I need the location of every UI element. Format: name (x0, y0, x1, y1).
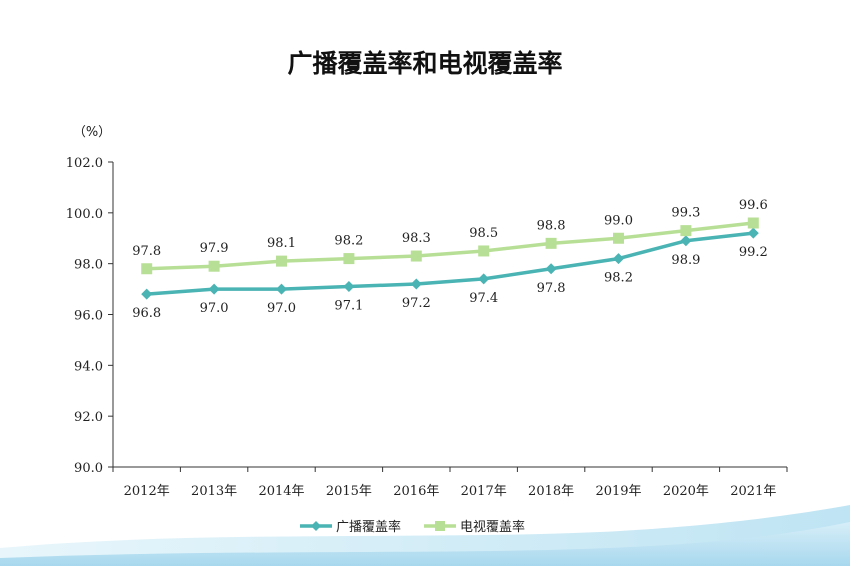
y-tick-label: 102.0 (66, 156, 103, 171)
y-tick-label: 94.0 (74, 359, 103, 374)
data-point-diamond (747, 227, 759, 239)
legend-label: 广播覆盖率 (336, 519, 401, 535)
data-point-square (478, 245, 490, 257)
data-label: 97.1 (334, 299, 363, 314)
data-point-diamond (141, 288, 153, 300)
legend: 广播覆盖率 电视覆盖率 (300, 519, 525, 535)
axes: 90.0 92.0 94.0 96.0 98.0 100.0 102.0 2012年 2013年… (66, 156, 788, 499)
data-point-square (545, 237, 557, 249)
y-tick-label: 96.0 (74, 309, 103, 324)
y-axis-unit: （%） (73, 125, 111, 140)
data-label: 97.2 (402, 296, 431, 311)
series-line-1 (144, 221, 756, 271)
data-label: 99.2 (739, 245, 768, 260)
legend-marker-diamond (311, 521, 321, 531)
data-point-diamond (478, 273, 490, 285)
data-label: 99.6 (739, 198, 768, 213)
data-label: 98.1 (267, 236, 296, 251)
series-line-0 (144, 231, 756, 296)
data-label: 97.0 (200, 301, 229, 316)
data-label: 98.8 (537, 218, 566, 233)
y-tick-label: 100.0 (66, 207, 103, 222)
data-point-square (680, 225, 692, 237)
y-tick-label: 92.0 (74, 410, 103, 425)
data-label: 97.0 (267, 301, 296, 316)
bottom-decoration (0, 505, 850, 566)
x-tick-label: 2014年 (258, 484, 304, 499)
legend-item-1: 电视覆盖率 (424, 519, 525, 535)
markers (141, 217, 759, 300)
data-label: 98.3 (402, 231, 431, 246)
chart-title: 广播覆盖率和电视覆盖率 (287, 49, 562, 78)
data-point-diamond (545, 263, 557, 275)
data-label: 97.9 (200, 241, 229, 256)
y-tick-label: 90.0 (74, 461, 103, 476)
data-label: 98.5 (469, 226, 498, 241)
data-point-diamond (343, 281, 355, 293)
data-point-square (208, 260, 220, 272)
data-point-square (747, 217, 759, 229)
data-point-square (141, 263, 153, 275)
legend-item-0: 广播覆盖率 (300, 519, 401, 535)
series-lines (144, 221, 756, 296)
data-point-diamond (613, 253, 624, 265)
data-label: 97.8 (537, 281, 566, 296)
x-tick-label: 2017年 (461, 484, 507, 499)
data-label: 98.9 (671, 253, 700, 268)
x-tick-label: 2012年 (124, 484, 170, 499)
data-label: 98.2 (334, 234, 363, 249)
x-tick-label: 2020年 (663, 484, 709, 499)
data-point-diamond (276, 283, 287, 295)
x-tick-label: 2013年 (191, 484, 237, 499)
x-tick-label: 2019年 (595, 484, 641, 499)
data-label: 99.0 (604, 213, 633, 228)
legend-label: 电视覆盖率 (460, 519, 525, 535)
data-point-square (276, 255, 287, 267)
x-tick-label: 2018年 (528, 484, 574, 499)
data-point-square (343, 253, 355, 265)
data-point-diamond (680, 235, 692, 247)
data-label: 99.3 (671, 206, 700, 221)
data-labels: 96.8 97.0 97.0 97.1 97.2 97.4 97.8 98.2 98.9 99.2… (132, 198, 768, 321)
data-label: 97.8 (132, 244, 161, 259)
x-tick-label: 2015年 (326, 484, 372, 499)
y-tick-label: 98.0 (74, 258, 103, 273)
data-point-square (613, 232, 624, 244)
x-tick-label: 2021年 (730, 484, 776, 499)
data-point-diamond (208, 283, 220, 295)
legend-marker-square (435, 521, 445, 531)
x-tick-label: 2016年 (393, 484, 439, 499)
data-label: 96.8 (132, 306, 161, 321)
data-point-square (410, 250, 422, 262)
data-point-diamond (410, 278, 422, 290)
data-label: 97.4 (469, 291, 498, 306)
data-label: 98.2 (604, 271, 633, 286)
